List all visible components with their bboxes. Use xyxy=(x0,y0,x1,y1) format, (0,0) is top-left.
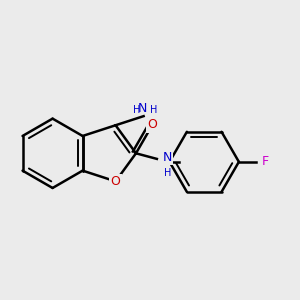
Text: H: H xyxy=(150,105,158,115)
Text: H: H xyxy=(133,105,141,115)
Text: N: N xyxy=(163,151,172,164)
Text: O: O xyxy=(148,118,158,131)
Text: F: F xyxy=(262,155,269,168)
Text: H: H xyxy=(164,168,172,178)
Text: N: N xyxy=(137,102,147,115)
Text: O: O xyxy=(111,175,121,188)
